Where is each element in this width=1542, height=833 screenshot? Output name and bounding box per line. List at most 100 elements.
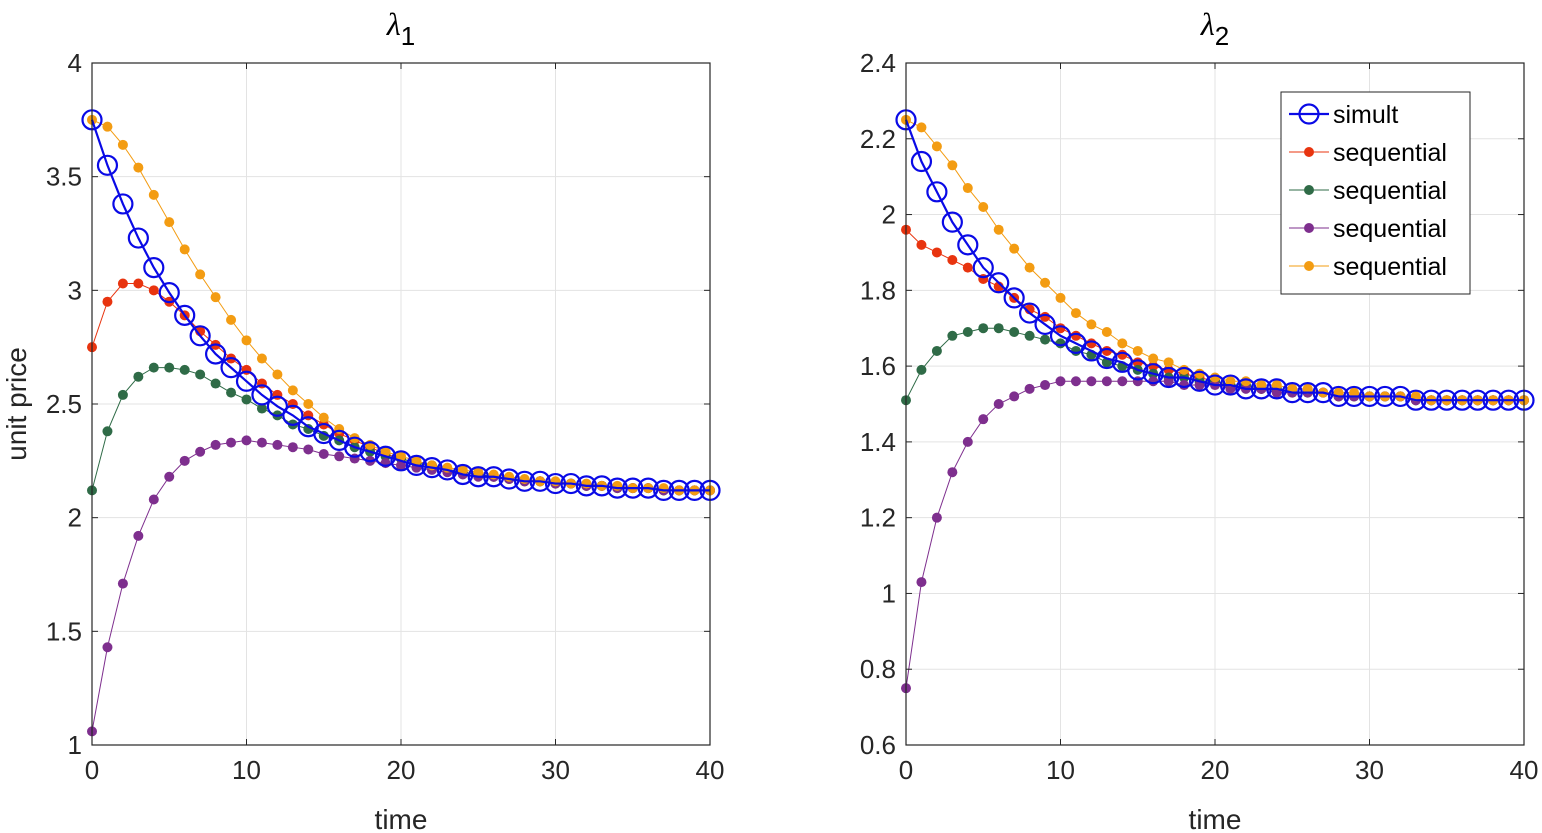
data-point (1327, 385, 1350, 408)
data-point (1148, 353, 1159, 364)
data-point (988, 272, 1010, 294)
data-point (256, 437, 267, 448)
data-point (668, 479, 690, 501)
y-tick-label: 1.2 (860, 503, 896, 533)
data-point (972, 257, 994, 279)
x-axis-label: time (1189, 804, 1242, 833)
data-point (179, 244, 190, 255)
data-point (1117, 349, 1128, 360)
data-point (1086, 319, 1097, 330)
series-4 (81, 109, 721, 501)
data-point (210, 378, 221, 389)
data-point (334, 451, 345, 462)
legend-label: sequential (1333, 177, 1447, 205)
data-point (205, 343, 227, 365)
data-point (210, 292, 221, 303)
data-point (931, 512, 942, 523)
data-point (1482, 389, 1504, 411)
data-point (195, 369, 206, 380)
y-tick-label: 0.6 (860, 730, 896, 760)
data-point (241, 335, 252, 346)
data-point (390, 450, 412, 472)
data-point (1179, 380, 1190, 391)
data-point (1024, 383, 1035, 394)
data-point (1055, 376, 1066, 387)
data-point (117, 278, 128, 289)
data-point (560, 472, 582, 495)
data-point (303, 399, 314, 409)
y-tick-label: 1 (68, 730, 82, 760)
data-point (916, 122, 927, 133)
legend-item: sequential (1289, 215, 1447, 243)
data-point (102, 296, 113, 307)
data-point (1055, 292, 1066, 303)
data-point (148, 285, 159, 296)
data-point (303, 444, 314, 455)
data-point (1436, 389, 1458, 411)
data-point (256, 403, 267, 414)
data-point (513, 470, 536, 492)
data-point (1240, 376, 1251, 387)
data-point (1420, 389, 1442, 411)
data-point (1148, 376, 1159, 387)
legend-marker (1304, 223, 1314, 233)
data-point (195, 446, 206, 457)
x-axis-label: time (375, 804, 428, 833)
data-point (1250, 378, 1272, 400)
series-4 (895, 109, 1535, 411)
data-point (405, 454, 428, 476)
data-point (96, 154, 119, 176)
data-point (164, 362, 175, 373)
y-tick-label: 3.5 (46, 162, 82, 192)
y-tick-label: 2 (882, 200, 896, 230)
data-point (112, 193, 134, 215)
data-point (622, 477, 644, 499)
data-point (287, 385, 298, 396)
data-point (143, 257, 165, 279)
data-point (133, 162, 144, 173)
right-chart: 0 10 20 30 40 0.6 0.8 1 1.2 1.4 1.6 1.8 2 2.2 2.4 time λ… (860, 6, 1539, 833)
data-point (1467, 389, 1489, 411)
data-point (164, 217, 175, 228)
data-point (1055, 338, 1066, 349)
data-point (1040, 311, 1051, 322)
y-tick-label: 2 (68, 503, 82, 533)
y-tick-label: 2.5 (46, 389, 82, 419)
data-point (241, 394, 252, 405)
legend-item: sequential (1289, 177, 1447, 205)
x-tick-label: 0 (899, 755, 913, 785)
data-point (226, 387, 237, 398)
data-point (910, 150, 933, 173)
legend-label: sequential (1333, 253, 1447, 281)
data-point (117, 389, 128, 400)
legend-label: sequential (1333, 215, 1447, 243)
series-3 (87, 114, 715, 496)
title-symbol: λ (1200, 6, 1215, 42)
data-point (581, 478, 592, 489)
data-point (519, 474, 530, 485)
x-tick-label: 40 (1510, 755, 1539, 785)
legend-marker (1304, 147, 1314, 157)
data-point (1040, 277, 1051, 288)
x-tick-label: 20 (1201, 755, 1230, 785)
data-point (1358, 385, 1381, 408)
data-point (411, 455, 422, 466)
data-point (957, 234, 979, 256)
data-point (947, 467, 958, 478)
x-tick-label: 30 (541, 755, 570, 785)
data-point (926, 181, 948, 203)
data-point (133, 278, 144, 289)
data-point (1086, 338, 1097, 349)
data-point (931, 141, 942, 152)
data-point (658, 483, 669, 494)
x-tick-label: 30 (1355, 755, 1384, 785)
data-point (1018, 302, 1041, 324)
y-tick-label: 1.4 (860, 427, 896, 457)
data-point (1173, 366, 1195, 389)
legend-marker (1298, 103, 1320, 125)
data-point (1024, 262, 1035, 273)
data-point (1070, 330, 1081, 341)
data-point (1179, 364, 1190, 375)
data-point (241, 435, 252, 446)
